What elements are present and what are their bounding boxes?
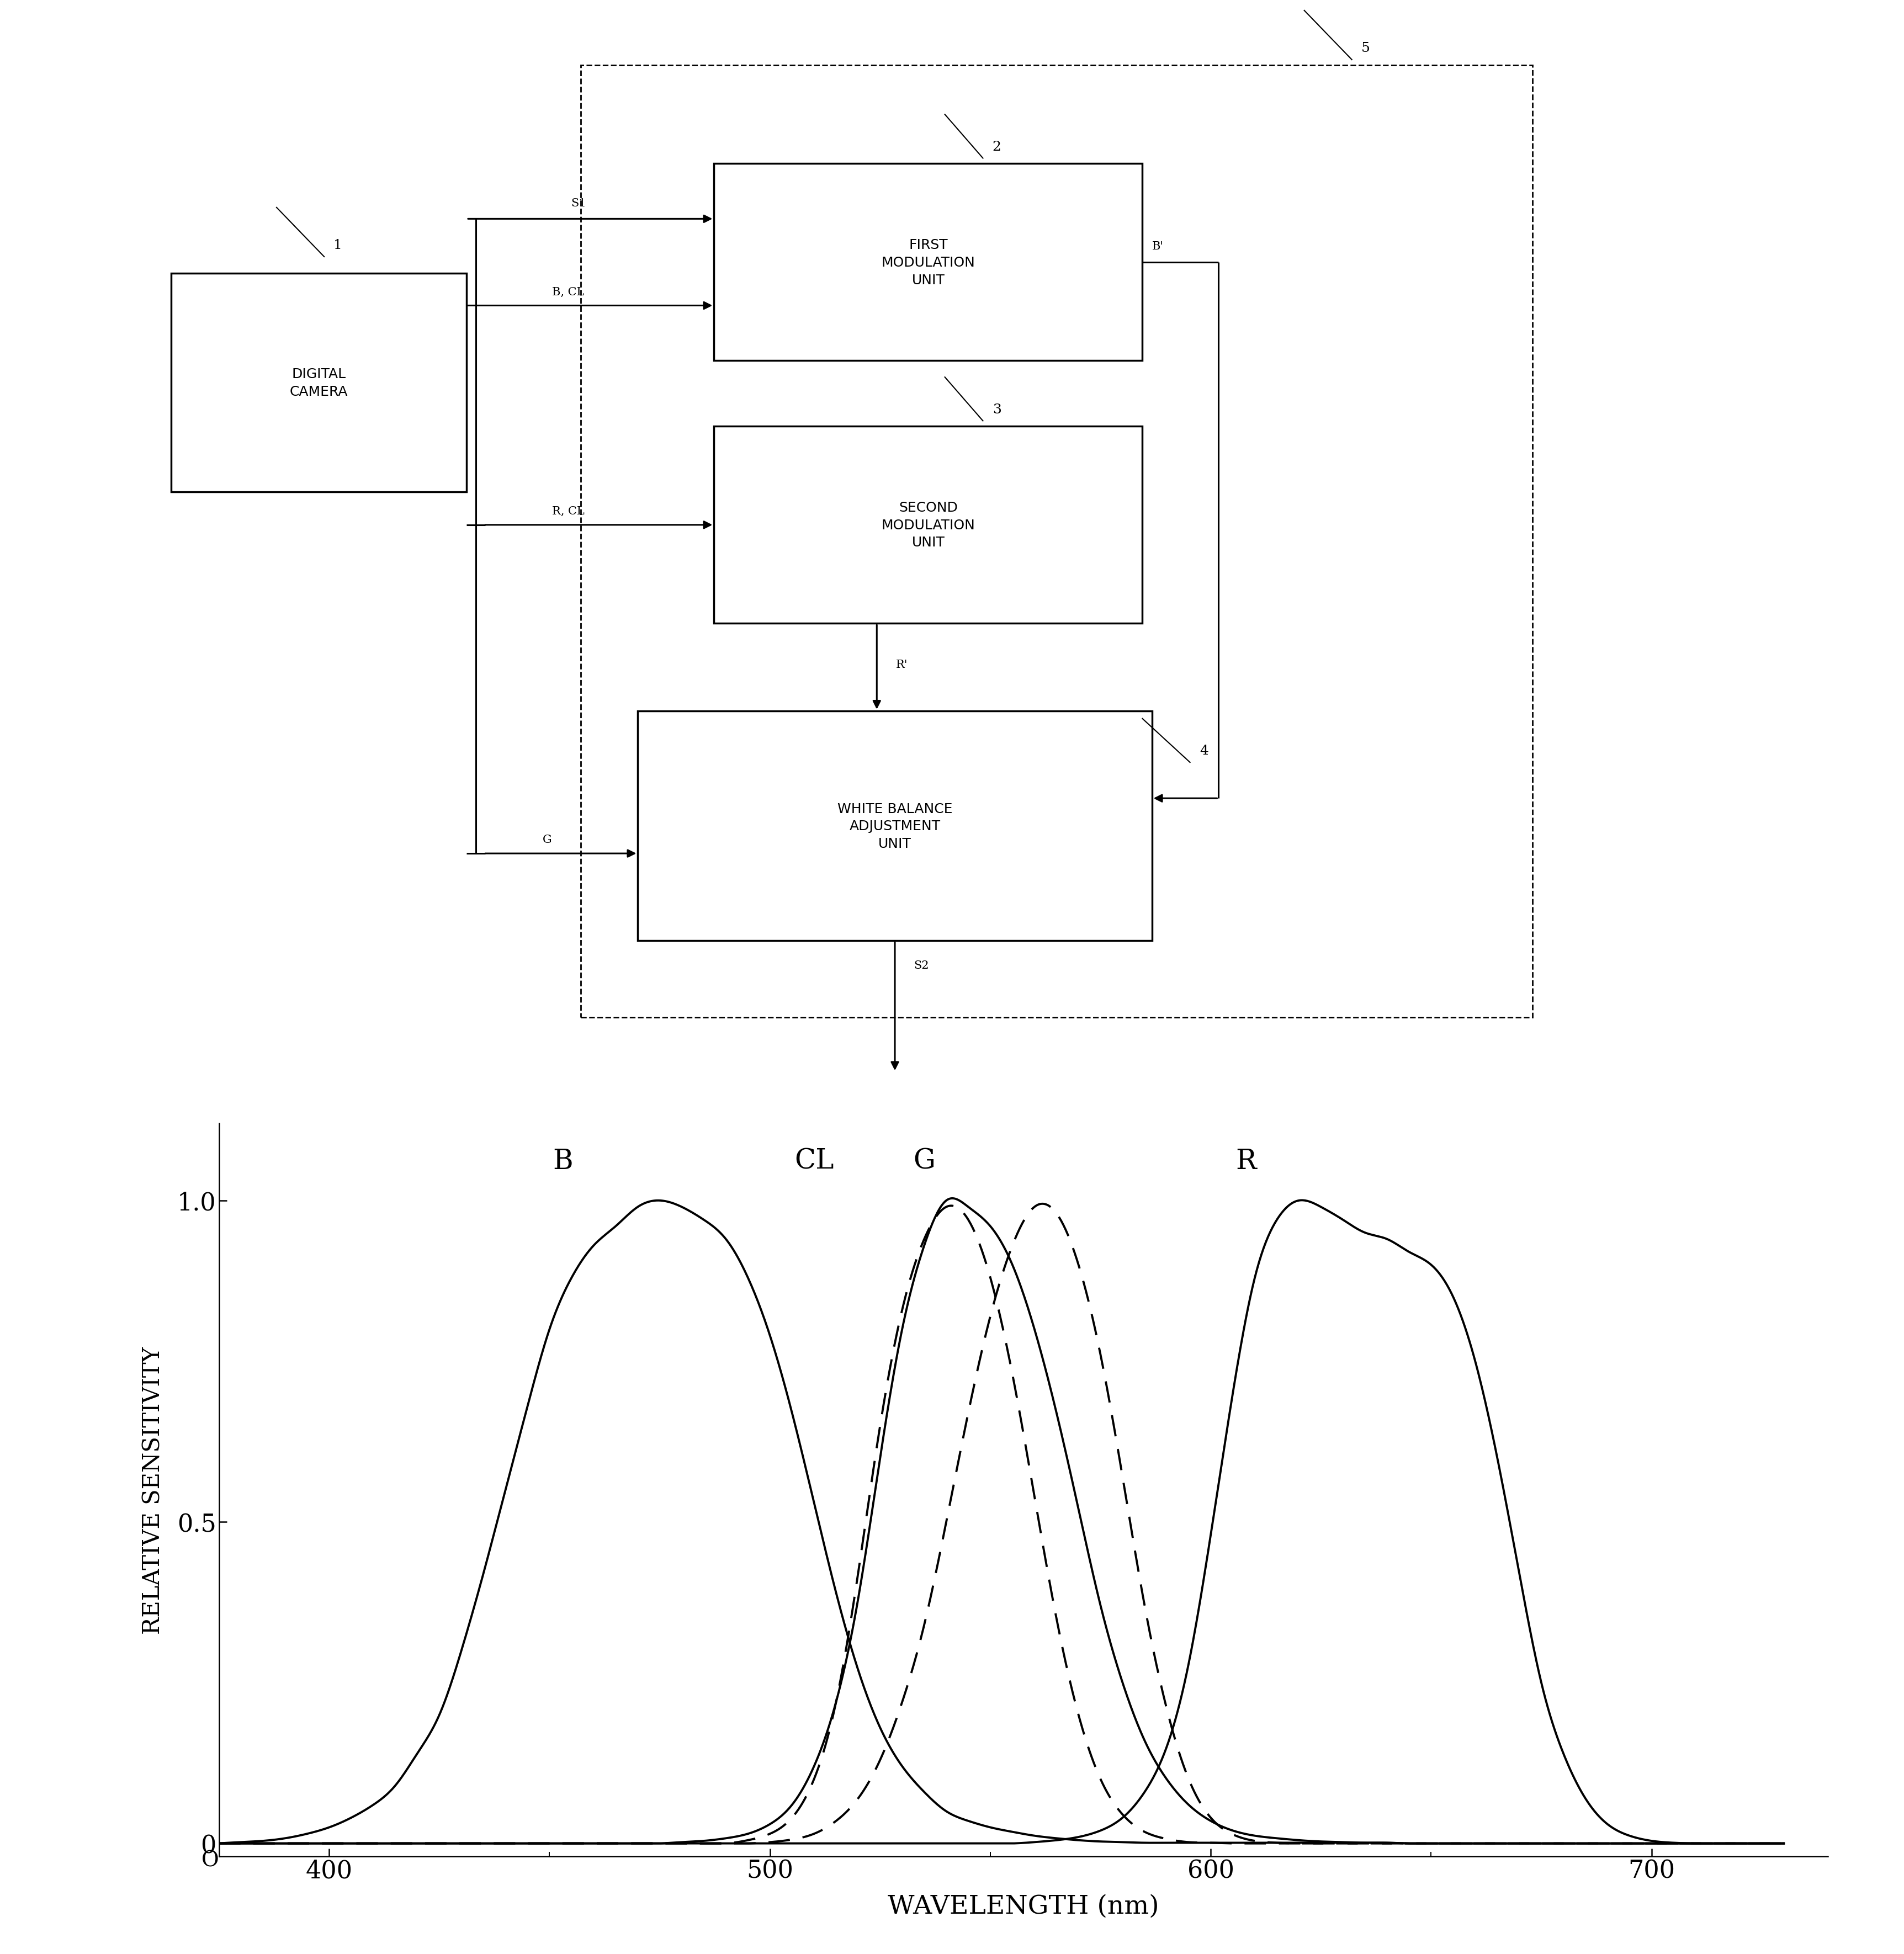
Text: 4: 4: [1200, 744, 1209, 758]
Bar: [714, 164, 1142, 361]
Text: 1: 1: [333, 238, 343, 252]
Text: B, CL: B, CL: [552, 287, 585, 297]
Text: B: B: [552, 1147, 573, 1174]
Text: 2: 2: [992, 141, 1002, 152]
X-axis label: WAVELENGTH (nm): WAVELENGTH (nm): [887, 1893, 1160, 1919]
Text: FIRST
MODULATION
UNIT: FIRST MODULATION UNIT: [882, 238, 975, 287]
Y-axis label: RELATIVE SENSITIVITY: RELATIVE SENSITIVITY: [141, 1346, 166, 1634]
Text: 3: 3: [992, 403, 1002, 416]
Text: WHITE BALANCE
ADJUSTMENT
UNIT: WHITE BALANCE ADJUSTMENT UNIT: [838, 801, 952, 850]
Text: O: O: [202, 1850, 219, 1870]
Text: SECOND
MODULATION
UNIT: SECOND MODULATION UNIT: [882, 500, 975, 549]
Text: DIGITAL
CAMERA: DIGITAL CAMERA: [289, 367, 348, 399]
Text: CL: CL: [794, 1147, 834, 1174]
Bar: [581, 66, 1533, 1018]
Text: S2: S2: [914, 959, 929, 971]
Bar: [171, 274, 466, 492]
Text: G: G: [543, 834, 552, 844]
Bar: [638, 711, 1152, 942]
Text: R': R': [895, 658, 908, 670]
Text: S1: S1: [571, 197, 586, 209]
Text: G: G: [914, 1147, 935, 1174]
Text: R: R: [1236, 1147, 1257, 1174]
Bar: [714, 426, 1142, 623]
Text: R, CL: R, CL: [552, 506, 585, 516]
Text: 5: 5: [1361, 43, 1371, 55]
Text: B': B': [1152, 240, 1163, 252]
